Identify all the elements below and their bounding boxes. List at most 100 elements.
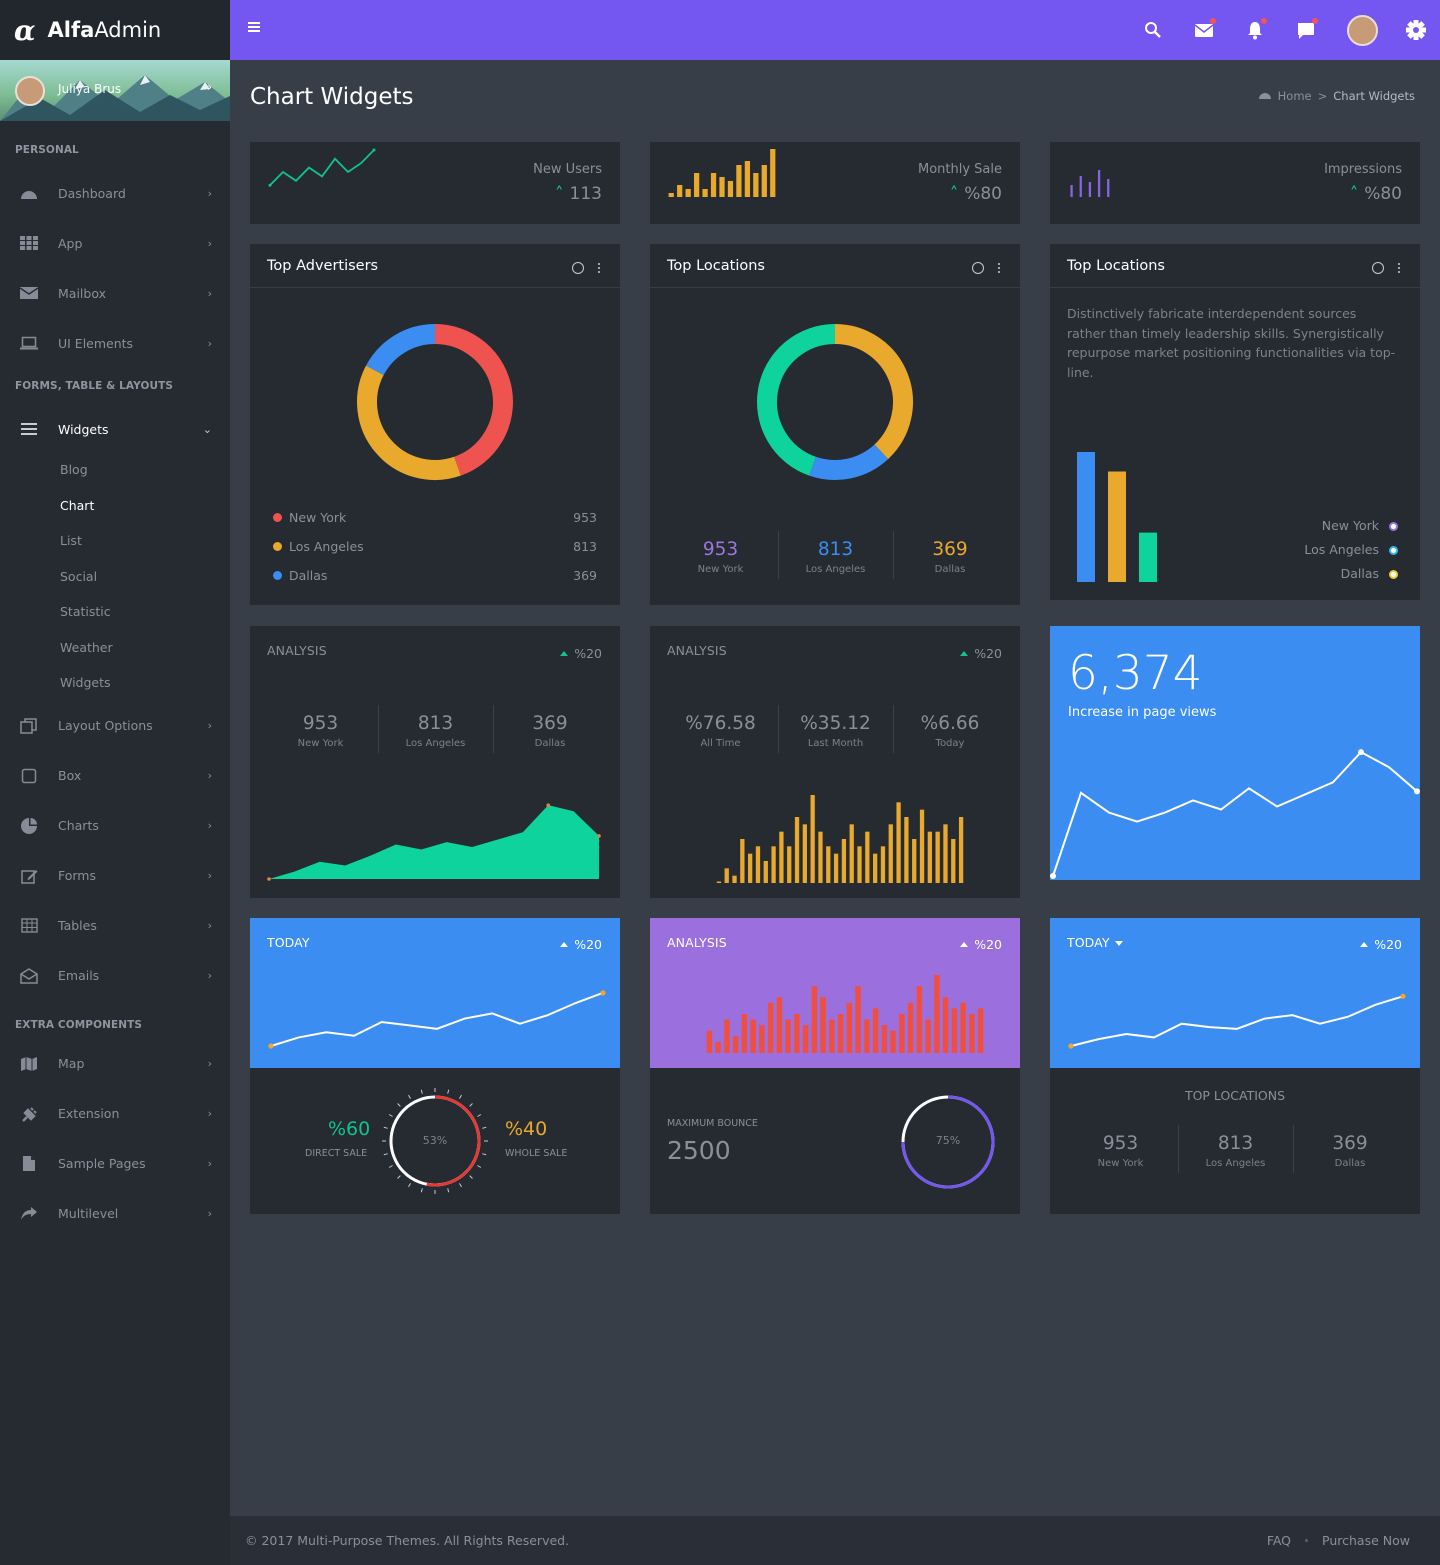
bounce-value: 2500 [667,1136,731,1165]
submenu-item-list[interactable]: List [60,533,82,549]
bar [872,1008,879,1053]
refresh-icon[interactable] [572,262,584,274]
sidebar-item-mailbox[interactable]: Mailbox › [0,268,230,318]
hamburger-menu-icon[interactable] [248,22,260,32]
legend-label: New York [1321,518,1379,533]
bar [744,161,751,197]
breadcrumb-home[interactable]: Home [1277,89,1312,103]
area-fill [269,805,599,879]
gauge-tick [477,1114,482,1117]
chat-icon[interactable] [1294,18,1318,42]
submenu-item-blog[interactable]: Blog [60,462,88,478]
percent-value: %20 [974,646,1002,661]
legend-label: Dallas [1340,566,1379,581]
user-panel[interactable]: Juliya Brus › [0,60,230,121]
triangle-up-icon [560,651,569,656]
sidebar-item-box[interactable]: Box › [0,751,230,801]
bar [826,846,831,883]
triangle-up-icon [1360,942,1369,947]
more-vertical-icon[interactable] [998,263,1000,273]
sidebar-item-widgets[interactable]: Widgets ⌄ [0,404,230,454]
section-personal: PERSONAL [15,144,79,156]
bar [771,846,776,883]
copy-icon [19,717,39,734]
submenu-item-chart[interactable]: Chart [60,497,95,513]
purchase-link[interactable]: Purchase Now [1322,1533,1410,1548]
logo[interactable]: α Alfa Admin [0,0,230,60]
chevron-down-icon: ⌄ [202,422,212,436]
chevron-right-icon: › [207,1207,212,1220]
bar [934,975,940,1053]
pie-icon [19,817,39,834]
mail-icon[interactable] [1192,18,1216,42]
series-line [270,991,604,1047]
gauge-tick [482,1126,487,1129]
stat-item: 953 New York [263,713,378,749]
triangle-up-icon [960,651,969,656]
bar [960,1002,966,1053]
more-vertical-icon[interactable] [1398,263,1400,273]
sidebar-item-forms[interactable]: Forms › [0,851,230,901]
stat-item: 813 Los Angeles [1178,1125,1293,1173]
edit-icon [19,868,39,884]
user-avatar[interactable] [1347,15,1378,46]
analysis-bar-chart [716,795,964,883]
sidebar-item-app[interactable]: App › [0,218,230,268]
legend-dot [273,541,282,551]
sidebar-item-layout-options[interactable]: Layout Options › [0,701,230,751]
donut-slice [434,324,513,476]
sidebar-item-charts[interactable]: Charts › [0,801,230,851]
refresh-icon[interactable] [1372,262,1384,274]
series-line [1070,995,1404,1047]
stat-label: Los Angeles [1205,1158,1266,1169]
data-point [597,834,601,838]
kpi-monthly-sale: Monthly Sale ˄ %80 [650,142,1020,224]
grid-icon [19,235,39,251]
data-point [1068,1043,1074,1049]
search-icon[interactable] [1141,18,1165,42]
today-direct-sale-card: TODAY %20 %60 DIRECT SALE 53% %40 WHOLE … [250,918,620,1214]
sidebar-item-sample-pages[interactable]: Sample Pages › [0,1139,230,1189]
sidebar-item-extension[interactable]: Extension › [0,1089,230,1139]
bar [841,839,847,883]
bar [857,846,862,883]
faq-link[interactable]: FAQ [1266,1533,1292,1548]
sidebar-item-multilevel[interactable]: Multilevel › [0,1189,230,1239]
chevron-right-icon[interactable]: › [207,80,212,94]
sidebar-item-label: UI Elements [58,335,134,351]
refresh-icon[interactable] [972,262,984,274]
bar [951,1008,958,1053]
direct-sale-label: DIRECT SALE [305,1148,368,1159]
bar [881,1025,888,1053]
percent-change: %20 [960,937,1002,952]
kpi-label: Impressions [1324,162,1402,177]
gear-icon[interactable] [1404,18,1428,42]
stat-value: %35.12 [800,713,871,734]
avatar[interactable] [15,76,45,106]
bounce-label: MAXIMUM BOUNCE [667,1118,758,1129]
gauge-tick [477,1165,482,1168]
sidebar-item-tables[interactable]: Tables › [0,901,230,951]
legend-label: New York [289,509,347,525]
sidebar-item-map[interactable]: Map › [0,1039,230,1089]
submenu-item-weather[interactable]: Weather [60,639,113,655]
sidebar-item-emails[interactable]: Emails › [0,951,230,1001]
notification-dot [1261,18,1267,24]
bar [977,1008,984,1053]
submenu-item-widgets[interactable]: Widgets [60,675,111,691]
sale-gauge [382,1088,488,1194]
sidebar-item-dashboard[interactable]: Dashboard › [0,168,230,218]
chevron-right-icon: › [207,1057,212,1070]
sidebar-item-ui-elements[interactable]: UI Elements › [0,318,230,368]
today-dropdown[interactable]: TODAY [1067,935,1123,950]
gauge-tick [408,1094,411,1099]
submenu-item-social[interactable]: Social [60,568,98,584]
gauge-tick [469,1103,473,1107]
gauge-tick [420,1188,423,1193]
submenu-item-statistic[interactable]: Statistic [60,604,111,620]
bell-icon[interactable] [1243,18,1267,42]
more-vertical-icon[interactable] [598,263,600,273]
legend-value: 813 [573,538,597,554]
today-line-chart [268,990,606,1049]
section-extra: EXTRA COMPONENTS [15,1018,143,1031]
